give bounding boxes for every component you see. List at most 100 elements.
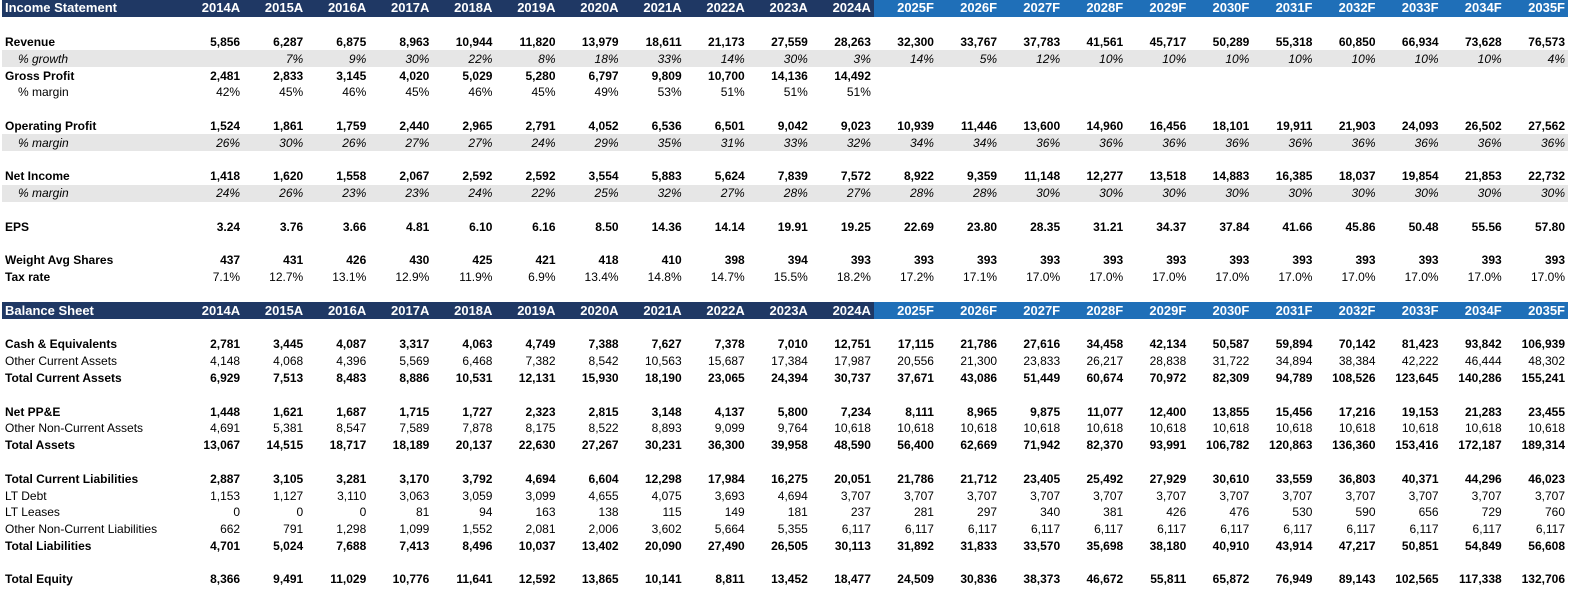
spacer-row	[2, 286, 1568, 303]
value-cell: 33,767	[960, 34, 998, 49]
value-cell: 11,029	[330, 572, 367, 587]
value-cell	[1063, 67, 1126, 84]
value-cell: 12,751	[834, 337, 871, 352]
value-cell: 5,029	[462, 68, 493, 83]
value-cell: 14,883	[1212, 169, 1250, 184]
year-header-2027f: 2027F	[1000, 0, 1064, 17]
value-cell	[1379, 67, 1442, 84]
value-cell: 14.14	[714, 219, 745, 234]
value-cell	[1000, 84, 1063, 101]
value-cell: 38,373	[1023, 572, 1061, 587]
value-cell: 102,565	[1395, 572, 1439, 587]
value-cell: 8,496	[462, 538, 493, 553]
value-cell: 26%	[243, 184, 307, 202]
row-net-ppe: Net PP&E 1,448 1,621 1,687 1,715 1,727 2,323 2,…	[2, 403, 1568, 420]
value-cell: 51,449	[1023, 370, 1061, 385]
value-cell: 37,783	[1023, 34, 1061, 49]
value-cell: 7,234	[840, 404, 871, 419]
year-header-2019a: 2019A	[495, 0, 559, 17]
value-cell: 8,483	[336, 370, 367, 385]
value-cell: 153,416	[1395, 438, 1439, 453]
value-cell: 14.8%	[647, 270, 682, 285]
value-cell: 6,117	[1220, 522, 1250, 537]
value-cell: 3,707	[1345, 488, 1376, 503]
value-cell: 13.1%	[332, 270, 367, 285]
value-cell: 30%	[1504, 184, 1568, 202]
value-cell: 2,081	[525, 522, 556, 537]
value-cell: 40,371	[1401, 471, 1439, 486]
value-cell: 23,405	[1023, 471, 1061, 486]
value-cell: 106,939	[1521, 337, 1565, 352]
spacer-cell	[2, 101, 1568, 118]
value-cell: 791	[283, 522, 304, 537]
value-cell: 27%	[810, 184, 874, 202]
value-cell: 8.50	[595, 219, 619, 234]
value-cell	[180, 50, 244, 68]
income-header-row: Income Statement 2014A 2015A 2016A 2017A 2018…	[2, 0, 1568, 17]
value-cell: 30%	[1441, 184, 1505, 202]
value-cell: 17,987	[834, 354, 871, 369]
value-cell: 71,942	[1023, 438, 1061, 453]
value-cell: 393	[913, 253, 934, 268]
value-cell: 2,887	[210, 471, 241, 486]
value-cell: 18,037	[1338, 169, 1376, 184]
spacer-cell	[2, 202, 1568, 219]
value-cell: 82,370	[1086, 438, 1124, 453]
value-cell: 30%	[243, 134, 307, 152]
spacer-row	[2, 202, 1568, 219]
value-cell: 24,093	[1401, 118, 1439, 133]
value-cell: 17.1%	[963, 270, 998, 285]
value-cell: 410	[661, 253, 682, 268]
value-cell: 46%	[342, 85, 367, 100]
value-cell: 6,117	[1409, 522, 1439, 537]
value-cell: 2,965	[462, 118, 493, 133]
value-cell: 476	[1229, 505, 1250, 520]
value-cell: 35,698	[1086, 538, 1124, 553]
value-cell: 106,782	[1205, 438, 1250, 453]
value-cell: 30%	[1000, 184, 1064, 202]
value-cell: 14%	[684, 50, 748, 68]
value-cell: 6,117	[1094, 522, 1124, 537]
row-label: Tax rate	[5, 270, 51, 285]
value-cell: 4%	[1504, 50, 1568, 68]
value-cell: 10,776	[392, 572, 430, 587]
value-cell: 6,468	[462, 354, 493, 369]
value-cell: 12,298	[644, 471, 682, 486]
value-cell: 2,833	[273, 68, 304, 83]
value-cell: 41.66	[1282, 219, 1313, 234]
value-cell: 3.24	[216, 219, 241, 234]
year-header-2033f: 2033F	[1378, 302, 1442, 320]
value-cell: 2,440	[399, 118, 430, 133]
value-cell: 2,815	[588, 404, 619, 419]
spacer-row	[2, 319, 1568, 336]
year-header-2027f: 2027F	[1000, 302, 1064, 320]
value-cell: 11.9%	[459, 270, 493, 285]
value-cell: 13,452	[771, 572, 808, 587]
value-cell: 7,382	[525, 354, 556, 369]
value-cell: 27,616	[1023, 337, 1061, 352]
value-cell: 394	[787, 253, 808, 268]
value-cell: 10,618	[1528, 421, 1565, 436]
value-cell: 3.76	[279, 219, 304, 234]
value-cell: 20,556	[897, 354, 934, 369]
row-label: Cash & Equivalents	[5, 337, 118, 352]
year-header-2014a: 2014A	[180, 0, 244, 17]
value-cell: 9,491	[273, 572, 304, 587]
row-revenue: Revenue 5,856 6,287 6,875 8,963 10,944 11,820 1…	[2, 34, 1568, 51]
value-cell: 22,630	[518, 438, 556, 453]
value-cell: 3,554	[588, 169, 619, 184]
value-cell: 10,531	[455, 370, 493, 385]
value-cell: 24%	[180, 184, 244, 202]
value-cell: 4,148	[210, 354, 241, 369]
value-cell: 14.36	[651, 219, 682, 234]
value-cell: 24,394	[771, 370, 808, 385]
value-cell: 2,592	[525, 169, 556, 184]
value-cell: 51%	[783, 85, 808, 100]
value-cell: 30%	[1189, 184, 1253, 202]
value-cell: 6,604	[588, 471, 619, 486]
value-cell: 32%	[621, 184, 685, 202]
value-cell: 7,378	[714, 337, 745, 352]
value-cell: 431	[283, 253, 304, 268]
value-cell: 28,838	[1149, 354, 1187, 369]
value-cell: 49%	[594, 85, 619, 100]
